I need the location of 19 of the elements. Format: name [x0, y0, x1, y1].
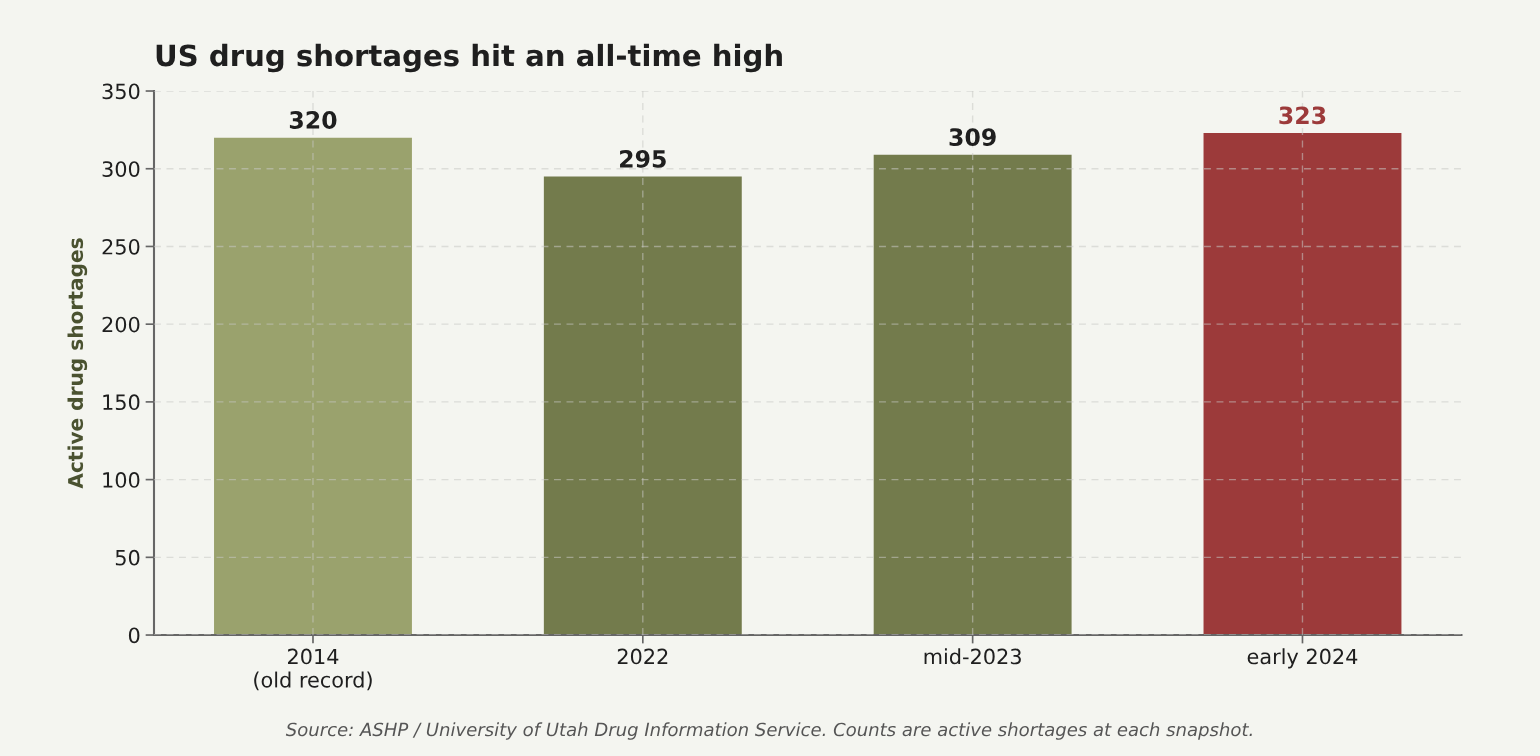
x-tick-label: early 2024 — [1247, 648, 1358, 669]
data-label: 295 — [620, 149, 666, 168]
x-tick-label: 2022 — [617, 648, 668, 665]
y-tick-label: 100 — [103, 472, 140, 488]
chart-title: US drug shortages hit an all-time high — [156, 43, 782, 73]
y-tick-label: 250 — [102, 238, 140, 255]
y-tick-label: 350 — [102, 83, 140, 100]
y-tick-label: 200 — [102, 316, 140, 333]
data-label: 320 — [289, 111, 337, 129]
y-tick-label: 150 — [103, 394, 140, 411]
source-note: Source: ASHP / University of Utah Drug Information Service. Counts are active shortages at each snapshot. — [285, 722, 1252, 740]
y-axis-title: Active drug shortages — [67, 238, 88, 489]
data-label: 323 — [1279, 106, 1326, 125]
data-label: 309 — [949, 128, 996, 147]
x-tick-label: 2014 (old record) — [254, 648, 372, 691]
y-tick-label: 300 — [102, 161, 140, 177]
x-tick-label: mid-2023 — [924, 648, 1021, 665]
y-tick-label: 50 — [115, 549, 140, 566]
y-tick-label: 0 — [128, 627, 140, 644]
